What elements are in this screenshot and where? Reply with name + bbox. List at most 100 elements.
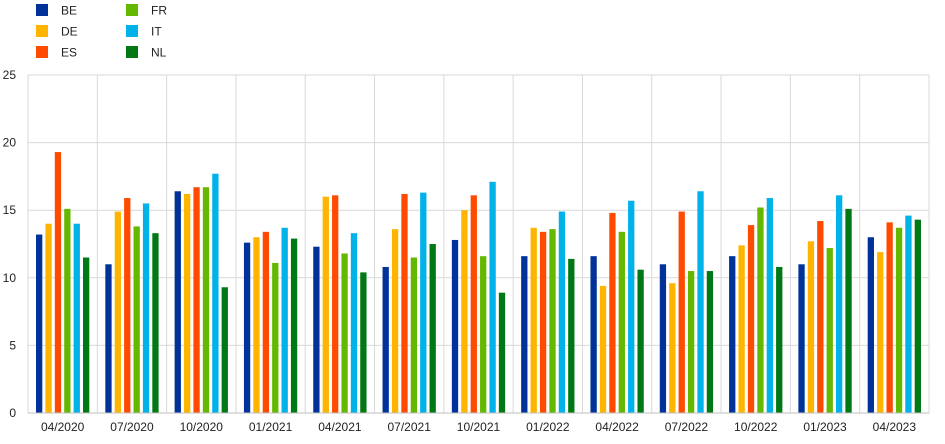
- bar-it-2: [212, 173, 219, 413]
- bar-be-5: [382, 266, 389, 413]
- legend-swatch-nl: [126, 46, 138, 58]
- y-tick-label: 25: [3, 68, 17, 82]
- y-tick-label: 5: [9, 338, 16, 352]
- x-tick-label: 07/2020: [110, 420, 154, 434]
- y-axis-ticks: 0 5 10 15 20 25: [3, 68, 17, 420]
- x-tick-label: 10/2021: [457, 420, 501, 434]
- bar-it-10: [766, 198, 773, 413]
- bar-nl-5: [429, 244, 436, 413]
- y-tick-label: 10: [3, 271, 17, 285]
- legend-swatch-it: [126, 25, 138, 37]
- bar-de-9: [669, 283, 676, 413]
- bar-de-10: [738, 245, 745, 413]
- bar-fr-5: [410, 257, 418, 413]
- bars: [36, 152, 921, 413]
- legend-label-be: BE: [61, 4, 77, 18]
- bar-es-1: [124, 198, 131, 413]
- bar-fr-7: [549, 229, 556, 413]
- bar-nl-6: [498, 292, 506, 413]
- y-tick-label: 20: [3, 136, 17, 150]
- bar-fr-10: [757, 207, 764, 413]
- bar-fr-11: [826, 248, 833, 413]
- x-tick-label: 04/2023: [873, 420, 917, 434]
- bar-de-7: [530, 227, 537, 413]
- bar-fr-12: [895, 227, 903, 413]
- x-tick-label: 01/2022: [526, 420, 570, 434]
- bar-be-3: [243, 242, 251, 413]
- bar-be-1: [105, 264, 112, 413]
- legend-label-nl: NL: [151, 46, 167, 60]
- bar-es-11: [817, 221, 824, 413]
- bar-de-4: [322, 196, 329, 413]
- x-tick-label: 01/2023: [803, 420, 847, 434]
- bar-es-2: [193, 187, 200, 413]
- x-tick-label: 10/2020: [180, 420, 224, 434]
- bar-nl-11: [845, 208, 852, 413]
- legend-swatch-fr: [126, 4, 138, 16]
- bar-be-12: [867, 237, 874, 413]
- bar-be-8: [590, 256, 597, 413]
- x-tick-label: 04/2022: [595, 420, 639, 434]
- bar-es-6: [470, 195, 477, 413]
- bar-nl-10: [776, 266, 783, 413]
- bar-it-9: [697, 191, 704, 413]
- legend-swatch-de: [36, 25, 48, 37]
- bar-nl-4: [360, 272, 367, 413]
- bar-be-10: [729, 256, 736, 413]
- bar-es-9: [678, 211, 685, 413]
- bar-de-11: [807, 241, 815, 413]
- bar-be-0: [36, 234, 43, 413]
- bar-es-12: [886, 222, 893, 413]
- bar-fr-4: [341, 253, 348, 413]
- bar-de-12: [877, 252, 884, 413]
- bar-de-8: [599, 285, 607, 413]
- bar-es-4: [332, 195, 339, 413]
- bar-fr-6: [480, 256, 487, 413]
- bar-fr-9: [687, 271, 695, 413]
- bar-it-7: [558, 211, 566, 413]
- y-tick-label: 15: [3, 203, 17, 217]
- bar-fr-0: [64, 208, 71, 413]
- bar-de-2: [184, 193, 191, 413]
- x-tick-label: 01/2021: [249, 420, 293, 434]
- x-tick-label: 04/2020: [41, 420, 85, 434]
- bar-nl-7: [568, 258, 575, 413]
- bar-de-5: [391, 229, 399, 413]
- legend-label-es: ES: [61, 46, 77, 60]
- bar-es-3: [262, 231, 270, 413]
- bar-fr-2: [202, 187, 210, 413]
- bar-nl-12: [914, 219, 921, 413]
- bar-es-0: [54, 152, 62, 413]
- bar-it-1: [142, 203, 150, 413]
- x-tick-label: 10/2022: [734, 420, 778, 434]
- bar-de-3: [253, 237, 260, 413]
- bar-es-7: [539, 231, 547, 413]
- bar-fr-3: [272, 262, 279, 413]
- bar-be-11: [798, 264, 805, 413]
- grid: [27, 74, 930, 413]
- legend-swatch-be: [36, 4, 48, 16]
- x-tick-label: 04/2021: [318, 420, 362, 434]
- bar-it-8: [628, 200, 635, 413]
- bar-be-9: [659, 264, 667, 413]
- bar-be-2: [174, 191, 181, 413]
- legend-label-de: DE: [61, 25, 78, 39]
- bar-nl-9: [706, 271, 714, 413]
- bar-nl-1: [152, 233, 159, 413]
- bar-fr-1: [133, 226, 140, 413]
- bar-it-3: [281, 227, 288, 413]
- bar-be-4: [313, 246, 320, 413]
- bar-de-1: [114, 211, 122, 413]
- x-tick-label: 07/2021: [387, 420, 431, 434]
- bar-es-5: [401, 193, 408, 413]
- bar-it-11: [835, 195, 843, 413]
- legend: BE DE ES FR IT NL: [36, 4, 167, 60]
- bar-be-6: [451, 239, 459, 413]
- bar-nl-2: [221, 287, 228, 413]
- bar-it-0: [73, 223, 80, 413]
- bar-nl-8: [637, 269, 644, 413]
- bar-es-8: [609, 212, 616, 413]
- bar-de-6: [461, 210, 468, 413]
